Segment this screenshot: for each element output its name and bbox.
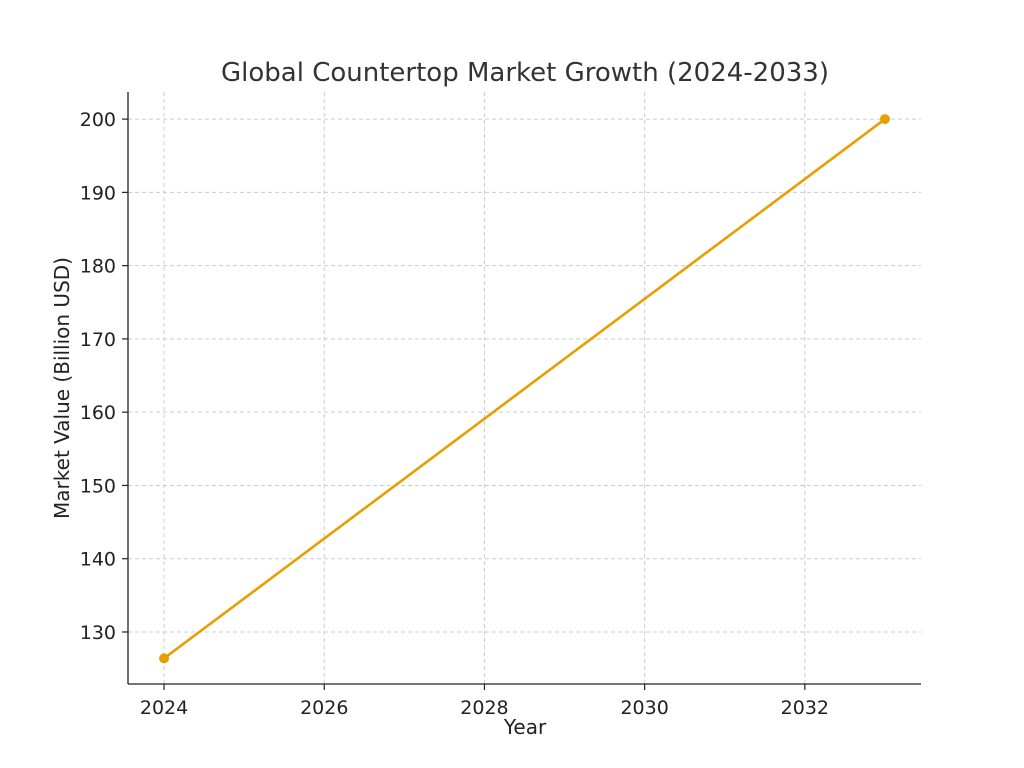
grid-lines (128, 92, 921, 684)
series-line (163, 118, 886, 660)
x-tick-label: 2028 (460, 697, 508, 719)
y-tick-label: 140 (80, 549, 116, 571)
y-tick-label: 160 (80, 402, 116, 424)
y-tick-label: 200 (80, 109, 116, 131)
y-axis-label: Market Value (Billion USD) (50, 257, 74, 519)
y-tick-label: 190 (80, 182, 116, 204)
y-tick-label: 130 (80, 622, 116, 644)
axes (122, 92, 921, 690)
x-tick-label: 2032 (781, 697, 829, 719)
data-point (879, 114, 890, 125)
x-axis-label: Year (503, 715, 547, 739)
x-tick-label: 2026 (300, 697, 348, 719)
chart-title: Global Countertop Market Growth (2024-20… (221, 58, 829, 88)
y-tick-label: 170 (80, 329, 116, 351)
x-tick-label: 2024 (140, 697, 188, 719)
y-tick-label: 150 (80, 475, 116, 497)
y-tick-label: 180 (80, 256, 116, 278)
x-tick-label: 2030 (620, 697, 668, 719)
tick-labels: 2024 2026 2028 2030 2032 130 140 150 160 170 180 19… (80, 109, 829, 719)
series-layer (159, 114, 890, 664)
data-point (159, 653, 170, 664)
